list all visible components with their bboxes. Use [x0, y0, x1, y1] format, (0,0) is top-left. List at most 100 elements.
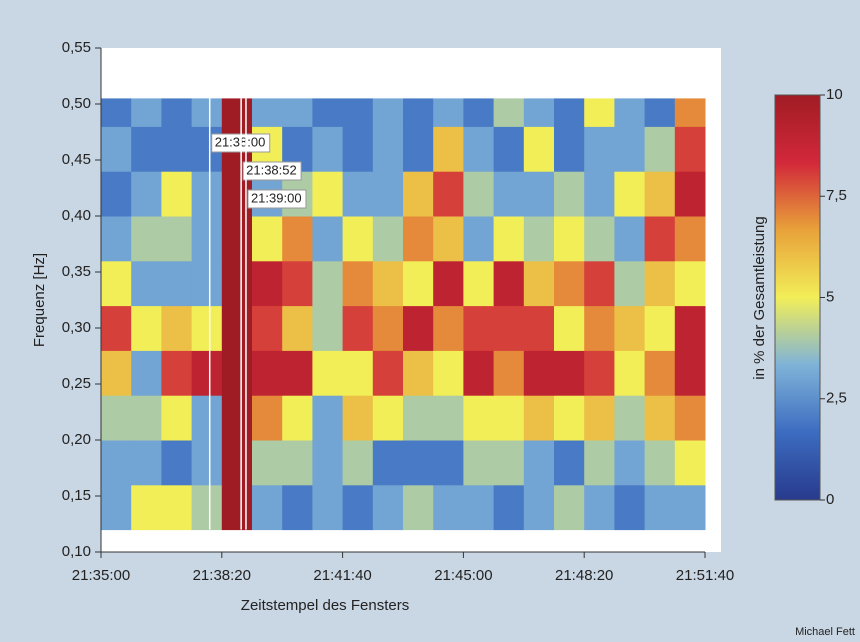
heatmap-cell [463, 98, 495, 127]
colorbar [774, 94, 821, 501]
heatmap-cell [161, 98, 193, 127]
heatmap-cell [463, 171, 495, 217]
heatmap-cell [191, 260, 223, 307]
heatmap-cell [674, 216, 706, 262]
heatmap-cell [433, 440, 464, 486]
heatmap-cell [131, 126, 162, 172]
heatmap-cell [342, 126, 374, 172]
heatmap-cell [101, 440, 132, 486]
heatmap-cell [372, 260, 404, 307]
y-axis-label: Frequenz [Hz] [31, 253, 48, 347]
colorbar-tick-label: 7,5 [826, 187, 847, 204]
heatmap-cell [161, 305, 193, 351]
heatmap-cell [252, 216, 283, 262]
heatmap-cell [221, 260, 253, 307]
heatmap-cell [554, 440, 585, 486]
heatmap-cell [282, 305, 313, 351]
heatmap-cell [161, 440, 193, 486]
heatmap-cell [312, 260, 344, 307]
heatmap-cell [674, 395, 706, 441]
heatmap-cell [372, 395, 404, 441]
heatmap-cell [282, 216, 313, 262]
heatmap-cell [101, 260, 132, 307]
heatmap-cell [221, 350, 253, 396]
heatmap-cell [191, 216, 223, 262]
heatmap-cell [131, 350, 162, 396]
heatmap-cell [372, 171, 404, 217]
heatmap-cell [403, 350, 434, 396]
heatmap-cell [584, 216, 615, 262]
credit: Michael Fett [795, 626, 855, 638]
heatmap-cell [403, 260, 434, 307]
heatmap-cell [131, 440, 162, 486]
heatmap-cell [554, 305, 585, 351]
heatmap-cell [584, 126, 615, 172]
y-tick-label: 0,15 [62, 487, 91, 504]
heatmap-cell [644, 171, 676, 217]
heatmap-cell [433, 260, 464, 307]
heatmap-cell [614, 395, 646, 441]
heatmap-cell [191, 484, 223, 531]
heatmap-cell [252, 98, 283, 127]
heatmap-cell [403, 395, 434, 441]
heatmap-cell [433, 305, 464, 351]
heatmap-cell [252, 484, 283, 531]
heatmap-cell [674, 350, 706, 396]
heatmap-cell [523, 216, 555, 262]
heatmap-cell [282, 350, 313, 396]
heatmap-cell [221, 216, 253, 262]
heatmap-cell [312, 98, 344, 127]
x-tick-label: 21:45:00 [434, 567, 492, 584]
x-tick-label: 21:38:20 [193, 567, 251, 584]
heatmap-cell [433, 350, 464, 396]
heatmap-cell [312, 484, 344, 531]
heatmap-cell [342, 98, 374, 127]
heatmap-cell [252, 395, 283, 441]
heatmap-cell [372, 350, 404, 396]
heatmap-cell [523, 260, 555, 307]
heatmap-cell [463, 260, 495, 307]
heatmap-cell [101, 171, 132, 217]
heatmap-cell [463, 484, 495, 531]
heatmap-cell [584, 260, 615, 307]
heatmap-cell [493, 126, 525, 172]
heatmap-cell [554, 98, 585, 127]
heatmap-cell [191, 171, 223, 217]
heatmap-cell [644, 305, 676, 351]
heatmap-cell [463, 440, 495, 486]
heatmap-cell [403, 126, 434, 172]
heatmap-cell [191, 305, 223, 351]
x-tick-label: 21:48:20 [555, 567, 613, 584]
heatmap-cell [372, 98, 404, 127]
annotation-box [242, 161, 302, 181]
heatmap-cell [131, 484, 162, 531]
heatmap-cell [493, 171, 525, 217]
heatmap-cell [644, 216, 676, 262]
heatmap-cell [191, 98, 223, 127]
heatmap-cell [584, 305, 615, 351]
heatmap-cell [463, 126, 495, 172]
heatmap-cell [372, 126, 404, 172]
heatmap-cell [433, 171, 464, 217]
heatmap-cell [614, 440, 646, 486]
heatmap-cell [221, 305, 253, 351]
y-tick-label: 0,45 [62, 151, 91, 168]
heatmap-cell [403, 98, 434, 127]
heatmap-cell [523, 305, 555, 351]
heatmap-cell [493, 350, 525, 396]
heatmap-cell [161, 216, 193, 262]
y-tick-label: 0,50 [62, 95, 91, 112]
heatmap-cell [372, 484, 404, 531]
annotation-label: 21:38:52 [246, 162, 297, 177]
heatmap-cell [523, 171, 555, 217]
x-tick-label: 21:35:00 [72, 567, 130, 584]
heatmap-cell [312, 350, 344, 396]
heatmap-cell [493, 484, 525, 531]
heatmap-cell [342, 305, 374, 351]
colorbar-label: in % der Gesamtleistung [751, 216, 768, 379]
heatmap-cell [161, 126, 193, 172]
heatmap-cell [282, 395, 313, 441]
heatmap-cell [282, 98, 313, 127]
heatmap-cell [584, 484, 615, 531]
